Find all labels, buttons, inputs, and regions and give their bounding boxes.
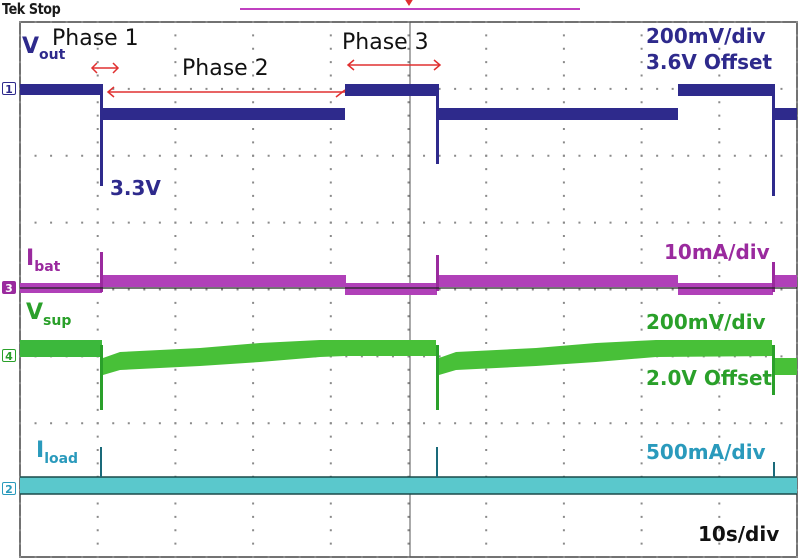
iload-sub: load (44, 451, 79, 467)
ibat-label: Ibat (26, 246, 60, 275)
channel-1-marker[interactable]: 1 (2, 82, 16, 96)
trigger-position-bar (240, 8, 580, 10)
phase-3-label: Phase 3 (342, 30, 429, 55)
vout-label: Vout (22, 34, 65, 63)
vsup-sub: sup (43, 313, 72, 329)
trace-iload (20, 447, 797, 495)
ibat-sub: bat (34, 259, 61, 275)
ch1-offset: 3.6V Offset (646, 50, 773, 74)
ch1-scale: 200mV/div (646, 24, 766, 48)
vsup-label: Vsup (26, 300, 71, 329)
iload-name: I (36, 438, 45, 463)
timebase-label: 10s/div (698, 522, 780, 546)
scope-status: Tek Stop (2, 0, 61, 18)
channel-4-marker[interactable]: 4 (2, 349, 16, 363)
ch4-offset: 2.0V Offset (646, 366, 773, 390)
ch4-scale: 200mV/div (646, 310, 766, 334)
ch3-scale: 10mA/div (664, 240, 770, 264)
trace-vsup (20, 340, 797, 410)
vout-name: V (22, 34, 40, 59)
phase-1-label: Phase 1 (52, 26, 139, 51)
channel-2-marker[interactable]: 2 (2, 482, 16, 496)
trace-ibat (20, 252, 797, 295)
ibat-name: I (26, 246, 35, 271)
vout-min-annotation: 3.3V (110, 176, 161, 200)
channel-3-marker[interactable]: 3 (2, 281, 16, 295)
iload-label: Iload (36, 438, 78, 467)
trigger-marker-icon (404, 0, 414, 6)
vout-sub: out (39, 47, 66, 63)
trace-vout (20, 84, 797, 196)
vsup-name: V (26, 300, 44, 325)
ch2-scale: 500mA/div (646, 440, 766, 464)
phase-arrows (90, 59, 442, 98)
phase-2-label: Phase 2 (182, 56, 269, 81)
